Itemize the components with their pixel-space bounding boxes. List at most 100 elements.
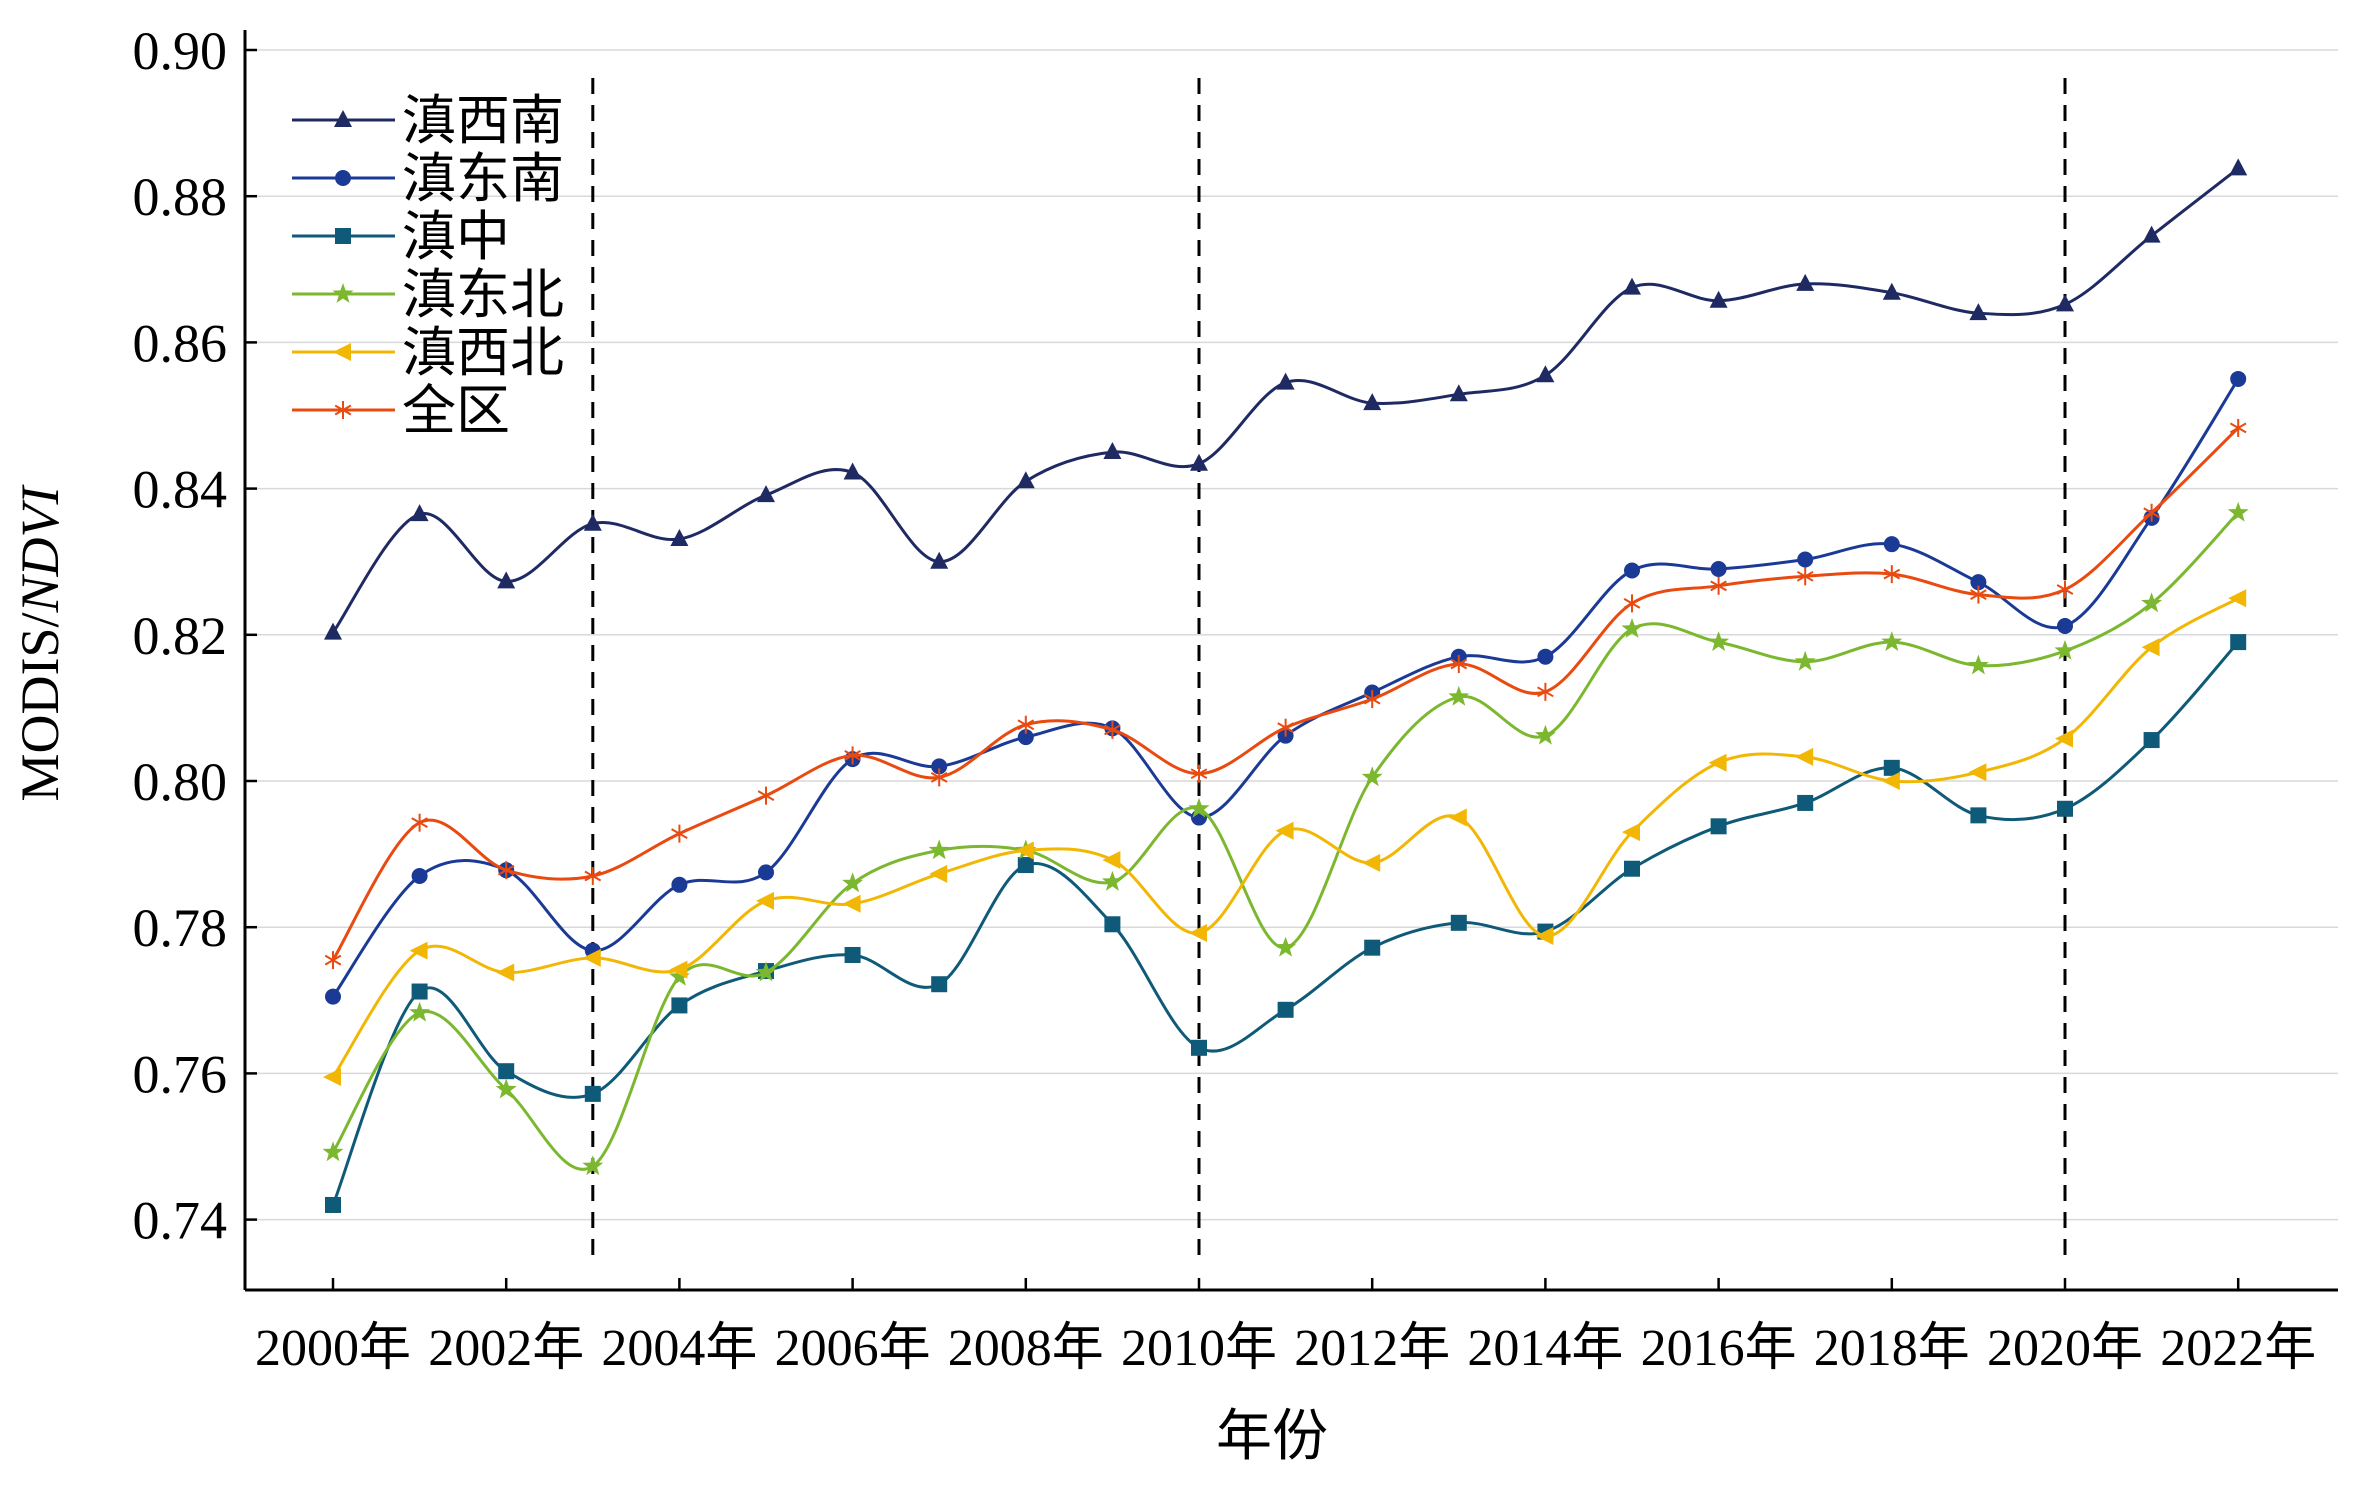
data-point [1709, 290, 1728, 308]
data-point [325, 988, 341, 1005]
x-tick-label: 2002年 [428, 1320, 584, 1377]
data-point [1450, 655, 1468, 674]
data-point [756, 891, 774, 910]
y-tick-label: 0.82 [133, 606, 228, 666]
data-point [671, 876, 688, 893]
data-point [409, 1001, 431, 1022]
y-axis-label: MODIS/NDVI [10, 483, 70, 801]
data-point [1448, 685, 1470, 706]
data-point [2230, 370, 2247, 387]
data-point [1363, 393, 1382, 411]
marker-stroke [1277, 722, 1294, 734]
data-point [1881, 772, 1900, 790]
legend-marker [335, 170, 351, 186]
data-point [1275, 821, 1294, 840]
data-point [1188, 797, 1210, 818]
data-point [1448, 808, 1467, 827]
data-point [668, 965, 690, 986]
data-point [498, 1063, 515, 1080]
data-point [757, 786, 775, 805]
series-line [331, 511, 2240, 1171]
data-point [2228, 589, 2247, 608]
y-tick-label: 0.76 [133, 1044, 228, 1104]
legend-label: 滇西北 [402, 323, 564, 383]
legend-item: 滇东北 [292, 265, 564, 325]
data-point [584, 1085, 601, 1102]
data-point [842, 894, 861, 913]
data-point [2230, 634, 2247, 651]
data-point [1362, 853, 1381, 872]
data-point [671, 824, 688, 843]
marker-stroke [1190, 768, 1208, 780]
data-point [1624, 860, 1640, 877]
legend-label: 全区 [402, 381, 510, 441]
data-point [1277, 1001, 1294, 1018]
data-point [930, 551, 949, 569]
legend-marker [334, 401, 352, 419]
data-point [1104, 916, 1121, 933]
data-point [1537, 682, 1554, 701]
y-tick-label: 0.74 [133, 1191, 228, 1251]
data-point [1882, 282, 1901, 300]
legend-label: 滇东北 [402, 265, 564, 325]
data-point [1621, 618, 1643, 638]
series-line [331, 641, 2240, 1206]
series-2 [325, 370, 2247, 1005]
series-group [322, 158, 2249, 1213]
x-tick-label: 2022年 [2160, 1320, 2316, 1377]
data-point [1276, 372, 1295, 390]
data-point [1016, 471, 1035, 489]
x-tick-label: 2020年 [1987, 1320, 2143, 1377]
data-point [325, 1196, 341, 1213]
data-point [843, 462, 862, 480]
data-point [1103, 442, 1122, 460]
data-point [2143, 503, 2160, 522]
data-point [1881, 631, 1903, 651]
data-point [931, 758, 948, 775]
marker-stroke [1363, 693, 1381, 705]
y-tick-label: 0.86 [133, 313, 228, 373]
gridlines [245, 49, 2338, 1221]
data-point [1190, 764, 1208, 783]
marker-stroke [1970, 589, 1987, 600]
marker-stroke [1017, 719, 1035, 731]
y-tick-label: 0.90 [133, 21, 228, 81]
marker-stroke [930, 771, 948, 783]
data-point [410, 504, 429, 522]
data-point [1190, 453, 1208, 471]
y-tick-label: 0.78 [133, 898, 228, 958]
data-point [496, 963, 515, 982]
data-point [2229, 418, 2247, 437]
y-tick-label: 0.80 [133, 752, 228, 812]
data-point [1017, 857, 1034, 874]
data-point [411, 983, 428, 1000]
series-line [331, 378, 2240, 998]
y-tick-label: 0.88 [133, 167, 228, 227]
data-point [1104, 720, 1121, 739]
data-point [1797, 794, 1814, 811]
data-point [583, 513, 602, 531]
marker-stroke [2229, 422, 2247, 434]
data-point [1708, 631, 1730, 651]
data-point [842, 872, 864, 893]
legend-marker [335, 228, 351, 244]
y-axis-ticks: 0.74 0.76 0.78 0.80 0.82 0.84 0.86 0.88 0.90 [133, 21, 257, 1251]
data-point [1449, 384, 1468, 402]
data-point [1102, 850, 1121, 869]
data-point [1191, 1039, 1207, 1056]
legend-marker [334, 110, 352, 127]
data-point [1101, 870, 1123, 891]
data-point [1624, 562, 1640, 579]
series-6 [324, 418, 2247, 970]
data-point [931, 976, 948, 993]
marker-stroke [757, 790, 775, 801]
legend-label: 滇西南 [402, 91, 564, 151]
data-point [1189, 924, 1207, 943]
data-point [2054, 639, 2076, 660]
data-point [669, 960, 688, 979]
data-point [497, 861, 515, 880]
data-point [1794, 650, 1816, 671]
marker-stroke [671, 828, 688, 839]
